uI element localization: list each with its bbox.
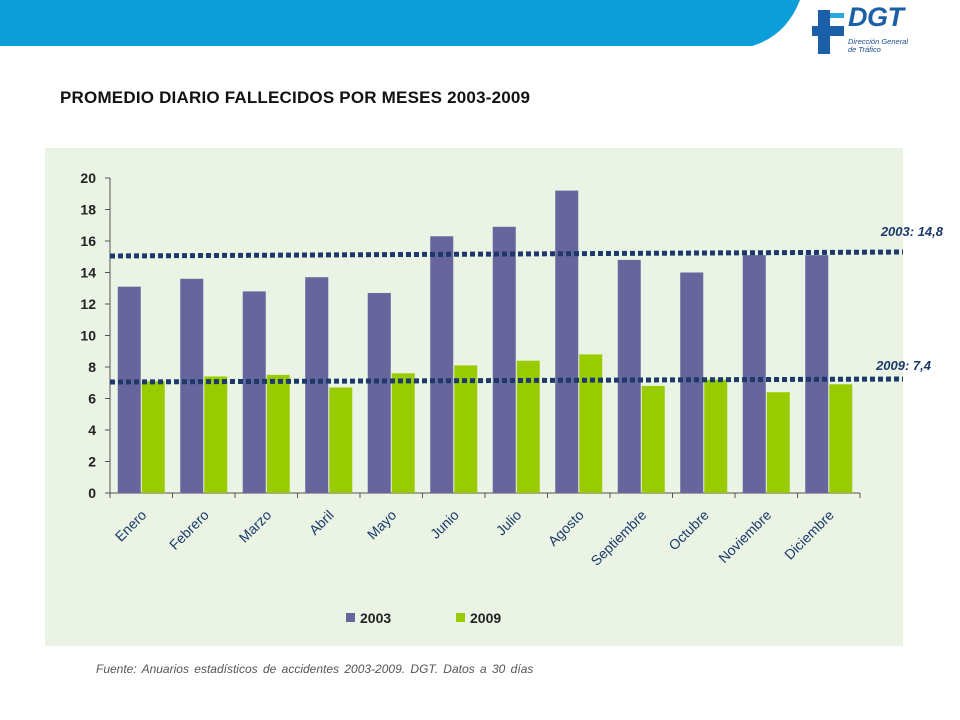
bar-2009-marzo xyxy=(266,374,290,493)
logo-subtitle: Dirección General de Tráfico xyxy=(848,38,938,54)
bar-2009-agosto xyxy=(579,354,603,493)
dgt-logo xyxy=(812,6,952,64)
reference-label-2003: 2003: 14,8 xyxy=(880,224,944,239)
reference-line-2003 xyxy=(109,249,904,259)
bar-2009-enero xyxy=(141,381,165,493)
legend-label-2009: 2009 xyxy=(470,610,501,626)
x-category-label: Octubre xyxy=(665,507,712,554)
banner-shape xyxy=(0,0,800,46)
bar-2003-septiembre xyxy=(617,259,641,493)
bar-2003-abril xyxy=(305,277,329,493)
logo-name: DGT xyxy=(848,2,904,32)
bar-2003-enero xyxy=(117,286,141,493)
x-category-label: Julio xyxy=(493,507,525,539)
y-tick-label: 6 xyxy=(88,391,96,407)
x-category-label: Enero xyxy=(112,507,150,545)
bar-2009-febrero xyxy=(204,376,228,493)
x-category-label: Agosto xyxy=(545,507,587,549)
bar-2009-noviembre xyxy=(766,392,790,493)
reference-lines: 2003: 14,8 2009: 7,4 xyxy=(109,224,944,385)
y-tick-label: 12 xyxy=(80,296,96,312)
bar-2003-noviembre xyxy=(742,255,766,493)
bar-2003-marzo xyxy=(242,291,266,493)
y-tick-label: 8 xyxy=(88,359,96,375)
x-category-label: Diciembre xyxy=(781,507,837,563)
x-category-label: Marzo xyxy=(236,507,275,546)
source-note: Fuente: Anuarios estadísticos de acciden… xyxy=(96,662,534,676)
bar-2009-septiembre xyxy=(641,385,665,493)
x-category-label: Junio xyxy=(427,507,462,542)
legend-swatch-2009 xyxy=(456,613,465,622)
page-title: PROMEDIO DIARIO FALLECIDOS POR MESES 200… xyxy=(60,88,531,107)
bar-2003-agosto xyxy=(555,190,579,493)
reference-line-2009 xyxy=(109,376,904,385)
bar-2003-octubre xyxy=(680,272,704,493)
bar-2003-junio xyxy=(430,236,454,493)
bar-2003-mayo xyxy=(367,292,391,493)
x-category-label: Abril xyxy=(306,507,337,538)
x-category-label: Noviembre xyxy=(715,507,774,566)
y-tick-label: 4 xyxy=(88,422,96,438)
bar-2009-junio xyxy=(454,365,478,493)
chart-legend: 2003 2009 xyxy=(346,610,501,626)
bar-2003-julio xyxy=(492,226,516,493)
bar-2009-octubre xyxy=(704,379,728,493)
bar-2009-mayo xyxy=(391,373,415,493)
legend-swatch-2003 xyxy=(346,613,355,622)
legend-label-2003: 2003 xyxy=(360,610,391,626)
chart-bars xyxy=(117,190,853,493)
y-tick-label: 10 xyxy=(80,328,96,344)
bar-2003-febrero xyxy=(180,278,204,493)
x-category-label: Septiembre xyxy=(587,507,649,569)
bar-2003-diciembre xyxy=(805,255,829,493)
bar-2009-diciembre xyxy=(829,384,853,493)
bar-2009-julio xyxy=(516,360,540,493)
y-tick-label: 18 xyxy=(80,202,96,218)
dgt-logo-icon xyxy=(812,10,844,54)
bar-2009-abril xyxy=(329,387,353,493)
y-tick-label: 14 xyxy=(80,265,96,281)
y-tick-label: 20 xyxy=(80,170,96,186)
y-tick-label: 0 xyxy=(88,485,96,501)
logo-subtitle-line2: de Tráfico xyxy=(848,45,881,54)
x-category-label: Febrero xyxy=(166,507,212,553)
y-tick-label: 2 xyxy=(88,454,96,470)
reference-label-2009: 2009: 7,4 xyxy=(875,358,932,373)
header-banner xyxy=(0,0,800,46)
logo-subtitle-line1: Dirección General xyxy=(848,37,909,46)
y-tick-label: 16 xyxy=(80,233,96,249)
x-category-label: Mayo xyxy=(364,507,400,543)
